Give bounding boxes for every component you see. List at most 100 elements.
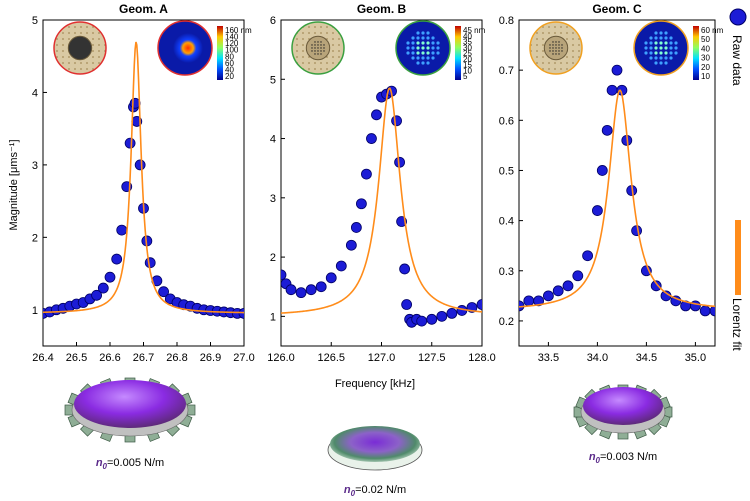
heatmap-spot: [431, 46, 435, 50]
heatmap-spot: [416, 46, 420, 50]
panel-2: Geom. B 126.0 126.5 127.0 127.5 128.0 1 2 3 4 5 6 45…: [267, 2, 496, 364]
chip-hole: [558, 47, 560, 49]
raw-data-point: [436, 310, 448, 322]
chip-hole: [320, 53, 322, 55]
heatmap-spot: [416, 51, 420, 55]
heatmap-spot: [436, 46, 440, 50]
raw-data-point: [543, 290, 554, 302]
colorbar-label: 40: [701, 44, 710, 53]
chip-hole: [558, 53, 560, 55]
heatmap-spot: [654, 61, 658, 65]
chip-hole: [320, 47, 322, 49]
x-tick-label: 26.5: [66, 352, 87, 364]
heatmap-spot: [644, 51, 648, 55]
raw-data-point: [533, 295, 544, 307]
heatmap-spot: [421, 31, 425, 35]
x-tick-label: 26.4: [32, 352, 53, 364]
heatmap-spot: [669, 51, 673, 55]
y-tick-label: 6: [270, 15, 276, 27]
chip-hole: [558, 41, 560, 43]
chip-hole: [314, 47, 316, 49]
y-axis-label: Magnitude [μms⁻¹]: [8, 139, 20, 230]
heatmap-spot: [416, 36, 420, 40]
chip-hole: [317, 53, 319, 55]
mode-shape-illustration: [573, 384, 673, 440]
heatmap-spot: [436, 41, 440, 45]
heatmap-spot: [664, 61, 668, 65]
colorbar-label: 20: [225, 72, 234, 81]
y-tick-label: 0.7: [499, 65, 514, 77]
chip-hole: [561, 44, 563, 46]
chip-hole: [549, 44, 551, 46]
chip-hole: [323, 44, 325, 46]
membrane-surface: [330, 426, 420, 462]
heatmap-spot: [421, 56, 425, 60]
chip-hole: [311, 50, 313, 52]
stiffness-label-c: n0=0.003 N/m: [589, 451, 657, 465]
x-tick-label: 26.9: [200, 352, 221, 364]
raw-data-point: [366, 133, 377, 144]
heatmap-spot: [654, 46, 658, 50]
y-tick-label: 0.5: [499, 165, 514, 177]
heatmap-spot: [411, 41, 415, 45]
chip-hole: [320, 44, 322, 46]
heatmap-spot: [659, 46, 663, 50]
x-tick-label: 26.7: [133, 352, 154, 364]
raw-data-point: [134, 159, 146, 171]
y-tick-label: 5: [32, 15, 38, 27]
colorbar-label: 100: [225, 46, 239, 55]
heatmap-spot: [411, 36, 415, 40]
raw-data-series: [519, 64, 715, 317]
heatmap-spot: [664, 31, 668, 35]
raw-data-point: [371, 109, 382, 121]
heatmap-spot: [669, 56, 673, 60]
raw-data-point: [345, 239, 357, 251]
chip-hole: [552, 41, 554, 43]
lorentz-fit-line: [43, 41, 244, 314]
y-tick-label: 0.3: [499, 266, 514, 278]
raw-data-point: [124, 137, 136, 149]
x-tick-label: 33.5: [538, 352, 559, 364]
colorbar-label: 40: [225, 65, 234, 74]
colorbar-label: 20: [463, 55, 472, 64]
x-tick-label: 34.0: [587, 352, 608, 364]
heatmap-spot: [654, 31, 658, 35]
heatmap-spot: [411, 51, 415, 55]
raw-data-point: [699, 305, 711, 317]
chip-hole: [552, 44, 554, 46]
heatmap-spot: [426, 41, 430, 45]
y-tick-label: 5: [270, 74, 276, 86]
heatmap-spot: [416, 56, 420, 60]
heatmap-spot: [659, 51, 663, 55]
heatmap-spot: [431, 56, 435, 60]
y-tick-label: 0.2: [499, 316, 514, 328]
raw-data-point: [325, 272, 337, 284]
heatmap-spot: [669, 36, 673, 40]
raw-data-point: [401, 299, 413, 310]
chip-hole: [323, 50, 325, 52]
raw-data-point: [116, 224, 128, 236]
colorbar: [693, 26, 699, 80]
heatmap-spot: [426, 46, 430, 50]
heatmap-spot: [406, 46, 410, 50]
panel-title: Geom. C: [592, 2, 642, 16]
heatmap-spot: [421, 46, 425, 50]
chip-hole: [561, 47, 563, 49]
chip-hole: [320, 41, 322, 43]
chip-hole: [317, 44, 319, 46]
colorbar-label: 80: [225, 52, 234, 61]
chip-hole: [314, 44, 316, 46]
heatmap-spot: [649, 51, 653, 55]
legend-fit-line: [735, 220, 741, 295]
lorentz-fit-line: [519, 89, 715, 308]
chip-hole: [552, 53, 554, 55]
raw-data-point: [295, 287, 307, 299]
heatmap-spot: [426, 31, 430, 35]
heatmap-spot: [426, 36, 430, 40]
colorbar-label: 50: [701, 35, 710, 44]
chip-hole: [314, 53, 316, 55]
chip-hole: [317, 47, 319, 49]
heatmap-spot: [674, 41, 678, 45]
y-tick-label: 3: [270, 193, 276, 205]
raw-data-point: [562, 280, 574, 292]
